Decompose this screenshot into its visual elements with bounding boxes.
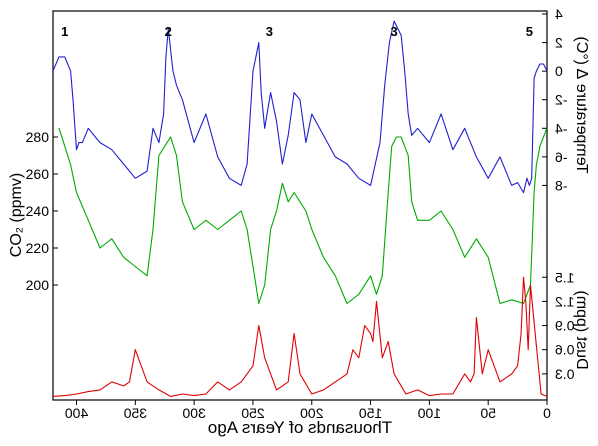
dust-tick-label: 0.6 bbox=[555, 342, 575, 358]
x-tick-label: 350 bbox=[123, 405, 147, 421]
x-tick-label: 100 bbox=[417, 405, 441, 421]
peak-annotation: 2 bbox=[165, 24, 172, 39]
dust-series-line bbox=[52, 276, 548, 397]
dust-tick-label: 0.9 bbox=[555, 318, 575, 334]
series-layer bbox=[52, 20, 548, 397]
co2-tick-label: 260 bbox=[26, 166, 50, 182]
temperature-tick-label: -6 bbox=[555, 149, 568, 165]
co2-tick-label: 220 bbox=[26, 240, 50, 256]
co2-tick-label: 200 bbox=[26, 277, 50, 293]
dust-tick-label: 1.5 bbox=[555, 269, 575, 285]
x-tick-label: 250 bbox=[241, 405, 265, 421]
co2-tick-label: 240 bbox=[26, 203, 50, 219]
ticks-layer: 0501001502002503003504002802602402202004… bbox=[26, 6, 575, 421]
temperature-tick-label: -2 bbox=[555, 92, 568, 108]
dust-tick-label: 0.3 bbox=[555, 366, 575, 382]
temperature-axis-label: Temperature Δ (°C) bbox=[573, 36, 590, 173]
co2-tick-label: 280 bbox=[26, 129, 50, 145]
temperature-tick-label: -4 bbox=[555, 120, 568, 136]
temperature-series-line bbox=[52, 20, 548, 194]
temperature-tick-label: 2 bbox=[555, 35, 563, 51]
temperature-tick-label: 0 bbox=[555, 63, 563, 79]
peak-annotation: 5 bbox=[526, 24, 533, 39]
x-tick-label: 50 bbox=[480, 405, 496, 421]
co2-series-line bbox=[58, 127, 548, 305]
x-tick-label: 200 bbox=[300, 405, 324, 421]
peak-annotation: 3 bbox=[266, 24, 273, 39]
x-axis-label: Thousands of Years Ago bbox=[208, 418, 392, 437]
annotation-layer: 1 2 3 3 5 bbox=[61, 24, 533, 39]
peak-annotation: 3 bbox=[390, 24, 397, 39]
dust-tick-label: 1.2 bbox=[555, 293, 575, 309]
x-tick-label: 150 bbox=[359, 405, 383, 421]
x-tick-label: 300 bbox=[182, 405, 206, 421]
x-tick-label: 0 bbox=[543, 405, 551, 421]
peak-annotation: 1 bbox=[61, 24, 68, 39]
x-tick-label: 400 bbox=[65, 405, 89, 421]
co2-axis-label: CO₂ (ppmv) bbox=[8, 173, 25, 257]
plot-frame bbox=[52, 10, 548, 401]
temperature-tick-label: -8 bbox=[555, 177, 568, 193]
temperature-tick-label: 4 bbox=[555, 6, 563, 22]
dust-axis-label: Dust (ppm) bbox=[573, 290, 590, 369]
